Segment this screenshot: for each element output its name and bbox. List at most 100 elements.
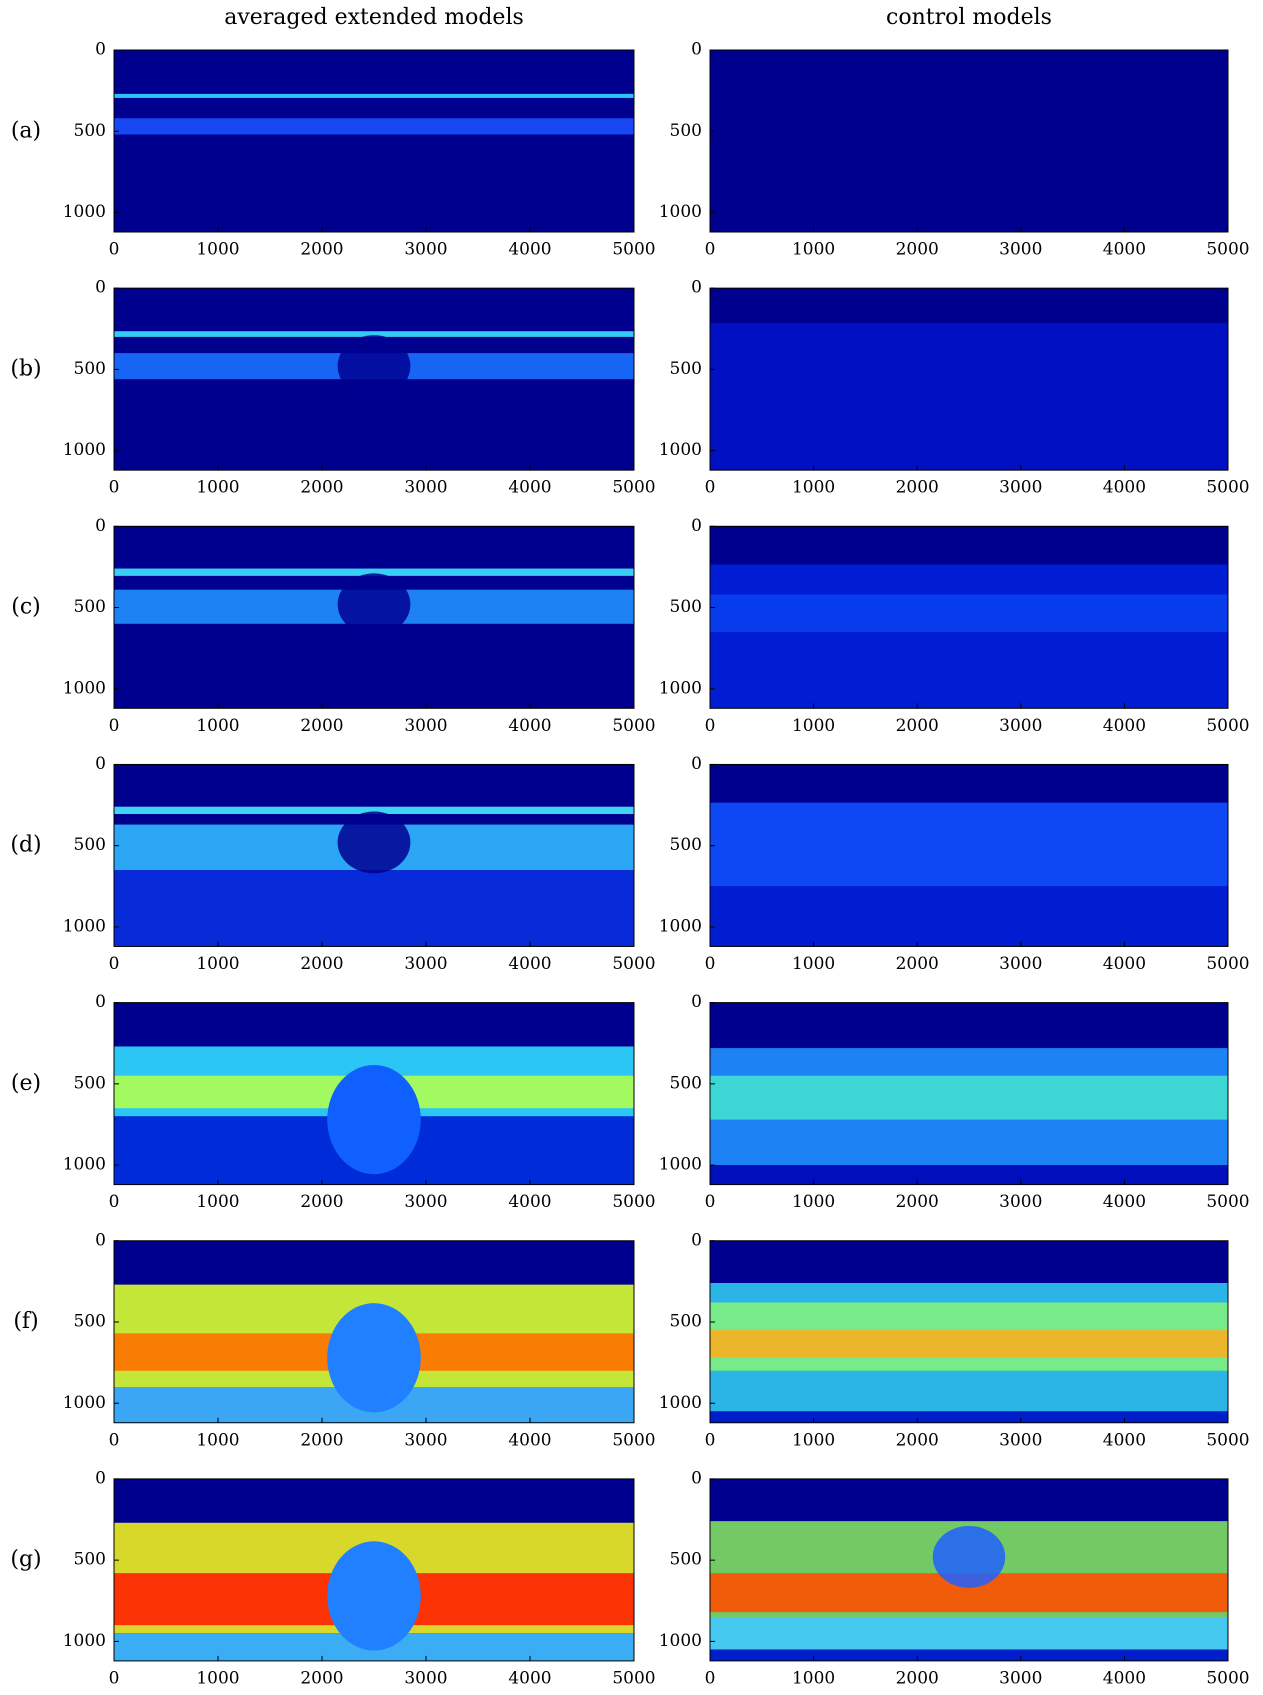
y-tick-label: 0 <box>95 40 106 60</box>
y-tick-label: 1000 <box>63 1155 106 1175</box>
heatmap-image <box>114 1002 634 1185</box>
heatmap-background <box>114 50 634 232</box>
x-tick-label: 0 <box>705 716 716 736</box>
plot-frame <box>113 49 635 233</box>
x-tick-label: 4000 <box>1103 954 1146 974</box>
row-label: (d) <box>10 833 41 858</box>
y-tick-label: 0 <box>691 40 702 60</box>
y-tick-label: 0 <box>691 278 702 298</box>
x-tick-label: 4000 <box>1103 478 1146 498</box>
plot-frame <box>113 287 635 471</box>
x-tick-label: 1000 <box>196 716 239 736</box>
y-tick-label: 0 <box>691 516 702 536</box>
y-tick-label: 0 <box>95 278 106 298</box>
y-tick-label: 500 <box>670 835 702 855</box>
x-tick-label: 4000 <box>1103 1668 1146 1688</box>
y-tick-label: 500 <box>670 1312 702 1332</box>
y-tick-label: 500 <box>670 1073 702 1093</box>
x-tick-label: 1000 <box>792 1192 835 1212</box>
x-tick-label: 1000 <box>792 1668 835 1688</box>
x-tick-label: 3000 <box>999 1668 1042 1688</box>
heatmap-band <box>710 1411 1228 1423</box>
y-tick-label: 1000 <box>659 916 702 936</box>
plot-frame <box>113 1240 635 1424</box>
y-tick-label: 1000 <box>63 916 106 936</box>
heatmap-band <box>114 93 634 98</box>
x-tick-label: 4000 <box>1103 1192 1146 1212</box>
x-tick-label: 3000 <box>404 240 447 260</box>
x-tick-label: 2000 <box>896 954 939 974</box>
x-tick-label: 4000 <box>1103 240 1146 260</box>
x-tick-label: 1000 <box>196 240 239 260</box>
y-tick-label: 500 <box>670 597 702 617</box>
x-tick-label: 1000 <box>792 716 835 736</box>
x-tick-label: 3000 <box>404 1192 447 1212</box>
plot-frame <box>113 1478 635 1662</box>
plot-frame <box>709 1240 1229 1424</box>
y-tick-label: 500 <box>670 359 702 379</box>
x-tick-label: 0 <box>705 478 716 498</box>
x-tick-label: 4000 <box>508 954 551 974</box>
y-tick-label: 0 <box>95 1230 106 1250</box>
x-tick-label: 1000 <box>196 1430 239 1450</box>
y-tick-label: 1000 <box>659 1155 702 1175</box>
heatmap-feature <box>932 1525 1006 1588</box>
heatmap-image <box>114 1240 634 1423</box>
heatmap-image <box>114 1478 634 1661</box>
y-tick-label: 0 <box>95 1468 106 1488</box>
y-tick-label: 500 <box>670 1550 702 1570</box>
heatmap-image <box>114 288 634 471</box>
y-tick-label: 500 <box>74 1073 106 1093</box>
heatmap-image <box>710 50 1228 232</box>
x-tick-label: 0 <box>705 240 716 260</box>
heatmap-feature <box>337 811 411 874</box>
y-tick-label: 0 <box>691 1230 702 1250</box>
heatmap-image <box>710 1478 1228 1661</box>
heatmap-feature <box>327 1541 421 1651</box>
x-tick-label: 3000 <box>404 954 447 974</box>
heatmap-image <box>710 526 1228 709</box>
y-tick-label: 1000 <box>659 1631 702 1651</box>
x-tick-label: 2000 <box>300 1668 343 1688</box>
x-tick-label: 0 <box>109 1192 120 1212</box>
y-tick-label: 500 <box>74 835 106 855</box>
x-tick-label: 0 <box>705 1430 716 1450</box>
plot-frame <box>709 1478 1229 1662</box>
y-tick-label: 1000 <box>659 1393 702 1413</box>
x-tick-label: 1000 <box>792 478 835 498</box>
x-tick-label: 1000 <box>792 1430 835 1450</box>
y-tick-label: 1000 <box>63 1631 106 1651</box>
heatmap-band <box>710 1165 1228 1185</box>
heatmap-band <box>710 1075 1228 1120</box>
x-tick-label: 1000 <box>196 954 239 974</box>
y-tick-label: 500 <box>74 359 106 379</box>
x-tick-label: 4000 <box>508 1192 551 1212</box>
x-tick-label: 1000 <box>196 1192 239 1212</box>
x-tick-label: 1000 <box>792 240 835 260</box>
y-tick-label: 0 <box>691 992 702 1012</box>
x-tick-label: 5000 <box>1206 954 1249 974</box>
x-tick-label: 0 <box>109 954 120 974</box>
heatmap-image <box>114 764 634 947</box>
y-tick-label: 500 <box>74 121 106 141</box>
heatmap-band <box>114 870 634 947</box>
x-tick-label: 0 <box>705 954 716 974</box>
x-tick-label: 0 <box>109 1430 120 1450</box>
x-tick-label: 3000 <box>999 240 1042 260</box>
x-tick-label: 5000 <box>612 716 655 736</box>
x-tick-label: 0 <box>109 716 120 736</box>
x-tick-label: 3000 <box>999 478 1042 498</box>
x-tick-label: 5000 <box>1206 716 1249 736</box>
x-tick-label: 3000 <box>404 478 447 498</box>
heatmap-band <box>710 564 1228 709</box>
plot-frame <box>709 287 1229 471</box>
heatmap-band <box>114 806 634 815</box>
plot-frame <box>113 1002 635 1186</box>
plot-frame <box>709 49 1229 233</box>
x-tick-label: 5000 <box>612 954 655 974</box>
x-tick-label: 4000 <box>508 478 551 498</box>
heatmap-band <box>114 331 634 337</box>
heatmap-band <box>710 1649 1228 1661</box>
row-label: (g) <box>10 1547 41 1572</box>
heatmap-band <box>710 802 1228 887</box>
